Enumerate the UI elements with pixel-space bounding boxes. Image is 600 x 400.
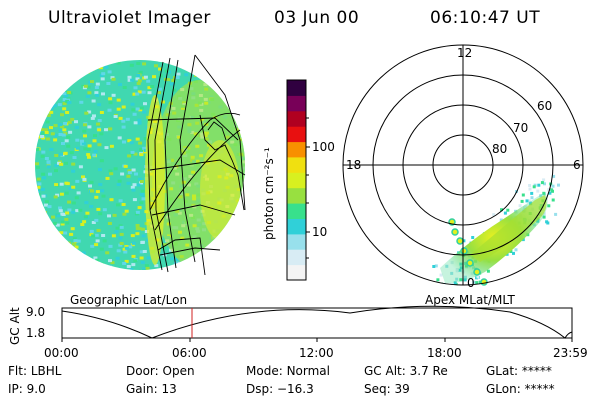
colorbar-segment — [287, 110, 306, 127]
status-gain: Gain: 13 — [126, 382, 177, 396]
status-value: 39 — [394, 382, 410, 396]
status-key: Seq: — [364, 382, 391, 396]
left-panel-caption: Geographic Lat/Lon — [70, 293, 188, 307]
colorbar-label: photon cm⁻²s⁻¹ — [262, 147, 276, 240]
image-time: 06:10:47 UT — [430, 8, 541, 28]
status-mode: Mode: Normal — [246, 364, 330, 378]
lat-label-70: 70 — [513, 121, 529, 135]
colorbar-segment — [287, 156, 306, 173]
status-key: GLat: — [486, 364, 519, 378]
status-key: GC Alt: — [364, 364, 406, 378]
track-points — [448, 218, 488, 286]
colorbar — [286, 79, 310, 281]
altitude-xtick: 00:00 — [44, 346, 79, 360]
image-date: 03 Jun 00 — [274, 8, 360, 28]
altitude-xtick: 12:00 — [299, 346, 334, 360]
altitude-ytick-low: 1.8 — [26, 326, 46, 340]
status-value: 3.7 Re — [409, 364, 448, 378]
status-key: Mode: — [246, 364, 283, 378]
altitude-xtick: 23:59 — [553, 346, 588, 360]
status-value: LBHL — [30, 364, 62, 378]
mlt-label-0: 0 — [467, 276, 475, 290]
altitude-ylabel: GC Alt — [8, 307, 22, 345]
colorbar-segment — [287, 203, 306, 219]
status-door: Door: Open — [126, 364, 195, 378]
status-flt: Flt: LBHL — [8, 364, 61, 378]
status-value: ***** — [521, 364, 552, 378]
geographic-grid — [147, 54, 246, 276]
status-seq: Seq: 39 — [364, 382, 410, 396]
colorbar-segment — [287, 218, 306, 235]
image-title: Ultraviolet Imager — [48, 8, 211, 28]
colorbar-segment — [287, 264, 306, 281]
lat-label-60: 60 — [537, 99, 553, 113]
status-glat: GLat: ***** — [486, 364, 552, 378]
status-value: Normal — [286, 364, 330, 378]
colorbar-segment — [287, 187, 306, 204]
colorbar-segment — [287, 172, 306, 189]
status-value: −16.3 — [276, 382, 314, 396]
status-key: IP: — [8, 382, 23, 396]
altitude-xtick: 18:00 — [427, 346, 462, 360]
status-ip: IP: 9.0 — [8, 382, 46, 396]
mlt-label-18: 18 — [346, 158, 362, 172]
altitude-ytick-high: 9.0 — [26, 305, 46, 319]
colorbar-segment — [287, 95, 306, 112]
colorbar-segment — [287, 126, 306, 143]
status-key: Door: — [126, 364, 159, 378]
polar-plot — [342, 44, 584, 286]
status-key: Flt: — [8, 364, 27, 378]
geographic-image — [35, 54, 246, 276]
status-key: Dsp: — [246, 382, 274, 396]
status-glon: GLon: ***** — [486, 382, 555, 396]
colorbar-tick-100: 100 — [312, 140, 335, 154]
status-value: Open — [162, 364, 195, 378]
colorbar-segment — [287, 80, 306, 96]
colorbar-segment — [287, 233, 306, 250]
right-panel-caption: Apex MLat/MLT — [425, 293, 515, 307]
mlt-label-12: 12 — [457, 46, 473, 60]
colorbar-segment — [287, 249, 306, 266]
altitude-curve — [61, 305, 573, 339]
status-value: 13 — [161, 382, 177, 396]
altitude-xtick: 06:00 — [172, 346, 207, 360]
status-key: GLon: — [486, 382, 521, 396]
altitude-plot — [61, 305, 573, 342]
status-dsp: Dsp: −16.3 — [246, 382, 314, 396]
status-gc-alt: GC Alt: 3.7 Re — [364, 364, 448, 378]
status-value: 9.0 — [26, 382, 46, 396]
status-value: ***** — [524, 382, 555, 396]
colorbar-segment — [287, 141, 306, 158]
colorbar-tick-10: 10 — [312, 225, 328, 239]
mlt-label-6: 6 — [573, 158, 581, 172]
lat-label-80: 80 — [492, 142, 508, 156]
status-key: Gain: — [126, 382, 158, 396]
